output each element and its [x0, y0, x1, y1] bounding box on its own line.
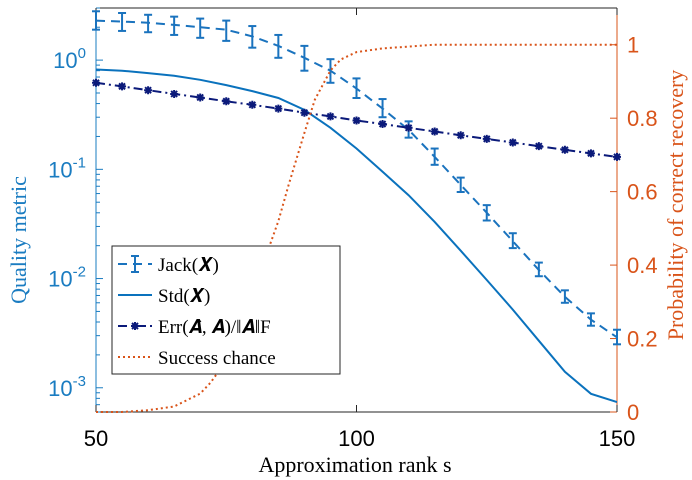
series-solid	[95, 68, 618, 404]
legend-swatch-star	[131, 322, 139, 330]
y-left-tick-base: 10	[48, 157, 72, 182]
y-left-tick-exp: -2	[73, 264, 86, 281]
data-point-star	[378, 120, 387, 129]
y-right-tick-label: 1	[627, 33, 639, 58]
y-left-tick-label: 10-2	[48, 264, 86, 292]
legend: Jack(𝑿) Std(𝑿) Err(𝑨̂, 𝑨)/‖𝑨‖F Success chan…	[111, 245, 341, 375]
x-axis-ticks: 50 100 150	[84, 8, 636, 451]
y-left-tick-exp: 0	[78, 45, 86, 62]
data-point-star	[92, 78, 100, 87]
data-point-star	[144, 86, 153, 95]
series-dashed-errorbar	[92, 10, 621, 346]
data-point-star	[196, 93, 205, 102]
data-point-star	[274, 104, 283, 113]
x-tick-label: 100	[338, 426, 375, 451]
data-point-star	[118, 82, 127, 91]
y-left-tick-label: 100	[53, 45, 86, 73]
series-dashdot-star	[92, 78, 621, 161]
data-point-star	[170, 89, 179, 98]
legend-label: Jack(𝑿)	[158, 255, 219, 276]
x-axis-label: Approximation rank s	[258, 452, 451, 477]
y-right-tick-label: 0.8	[627, 106, 658, 131]
legend-box	[111, 245, 341, 375]
y-axis-right-label: Probability of correct recovery	[663, 70, 688, 341]
data-point-star	[613, 152, 621, 161]
data-point-star	[430, 127, 439, 136]
data-point-star	[508, 138, 517, 147]
y-left-tick-exp: -1	[73, 154, 86, 171]
series-line	[95, 81, 618, 158]
data-point-star	[248, 100, 257, 109]
x-tick-label: 50	[84, 426, 108, 451]
data-point-star	[326, 112, 335, 121]
series-line	[95, 68, 618, 404]
y-left-tick-label: 10-1	[48, 154, 86, 182]
data-point-star	[456, 131, 465, 140]
y-right-tick-label: 0	[627, 400, 639, 425]
data-point-star	[482, 134, 491, 143]
y-left-tick-exp: -3	[73, 373, 86, 390]
legend-label: Std(𝑿)	[158, 286, 210, 307]
legend-label: Success chance	[158, 348, 276, 369]
data-point-star	[560, 145, 569, 154]
data-point-star	[404, 123, 413, 132]
series-layer	[92, 10, 621, 413]
x-tick-label: 150	[599, 426, 636, 451]
y-right-tick-label: 0.6	[627, 180, 658, 205]
data-point-star	[300, 108, 309, 117]
data-point-star	[352, 116, 361, 125]
legend-label: Err(𝑨̂, 𝑨)/‖𝑨‖F	[158, 317, 271, 338]
y-axis-left-label: Quality metric	[6, 176, 31, 304]
data-point-star	[534, 142, 543, 151]
y-left-tick-label: 10-3	[48, 373, 86, 401]
data-point-star	[586, 149, 595, 158]
y-right-tick-label: 0.4	[627, 253, 658, 278]
y-left-tick-base: 10	[48, 267, 72, 292]
y-left-tick-base: 10	[53, 48, 77, 73]
x-axis-label-text: Approximation rank s	[258, 452, 451, 477]
right-axis-ticks: 0 0.2 0.4 0.6 0.8 1	[610, 33, 658, 425]
data-point-star	[222, 97, 231, 106]
y-right-tick-label: 0.2	[627, 327, 658, 352]
y-left-tick-base: 10	[48, 376, 72, 401]
